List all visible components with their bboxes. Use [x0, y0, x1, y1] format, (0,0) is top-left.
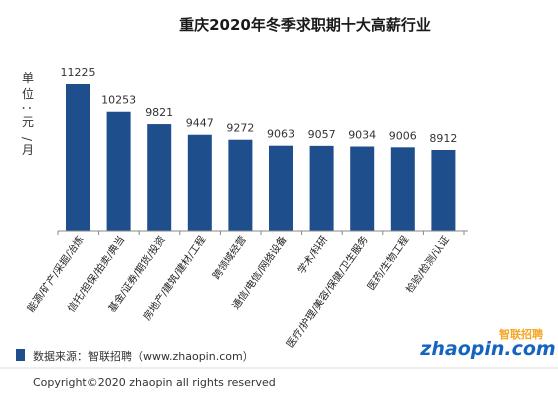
value-label-5: 9063: [267, 128, 295, 141]
value-label-3: 9447: [186, 117, 214, 130]
bar-4: [228, 139, 253, 231]
value-label-7: 9034: [348, 129, 376, 142]
chart-title: 重庆2020年冬季求职期十大高薪行业: [179, 16, 431, 34]
bar-6: [309, 145, 334, 231]
zhaopin-logo: zhaopin.com 智联招聘: [419, 327, 555, 360]
x-axis-ticks: [57, 231, 465, 235]
bar-0: [66, 84, 90, 231]
logo-wordmark: zhaopin.com: [419, 338, 555, 360]
value-label-2: 9821: [145, 106, 173, 119]
bar-8: [390, 147, 415, 231]
category-label-8: 医药/生物工程: [364, 233, 411, 292]
value-label-8: 9006: [389, 129, 417, 142]
logo-brand-text: 智联招聘: [499, 327, 543, 341]
bar-1: [106, 111, 131, 231]
bar-5: [269, 145, 293, 231]
value-label-9: 8912: [429, 132, 457, 145]
category-label-4: 跨领域经营: [210, 233, 249, 281]
value-label-0: 11225: [61, 66, 96, 79]
category-label-9: 检验/检测/认证: [403, 233, 452, 295]
unit-char-4: /: [20, 137, 34, 142]
y-axis-unit-label: 单位 ：元 /月: [20, 71, 34, 157]
data-source-label: 数据来源：智联招聘（www.zhaopin.com）: [33, 349, 254, 363]
unit-char-0: 单: [22, 71, 34, 85]
bar-2: [147, 124, 172, 231]
category-label-7: 医疗/护理/美容/保健/卫生服务: [283, 233, 370, 350]
value-labels: 11225 10253 9821 9447 9272 9063 9057 9034 9006 89…: [61, 66, 458, 145]
unit-char-2: ：: [20, 105, 34, 117]
value-label-6: 9057: [308, 128, 336, 141]
legend-swatch: [16, 349, 25, 361]
value-label-1: 10253: [101, 94, 136, 107]
bar-7: [350, 146, 375, 231]
bar-9: [431, 150, 456, 231]
bar-3: [187, 134, 212, 231]
bars: [66, 84, 456, 231]
category-labels: 能源/矿产/采掘/冶炼信托/担保/拍卖/典当基金/证券/期货/投资房地产/建筑/…: [24, 233, 452, 350]
category-label-6: 学术/科研: [295, 233, 331, 276]
unit-char-5: 月: [22, 143, 34, 157]
unit-char-1: 位: [22, 86, 34, 101]
value-label-4: 9272: [226, 122, 254, 135]
copyright-text: Copyright©2020 zhaopin all rights reserv…: [33, 376, 276, 389]
unit-char-3: 元: [22, 115, 34, 129]
